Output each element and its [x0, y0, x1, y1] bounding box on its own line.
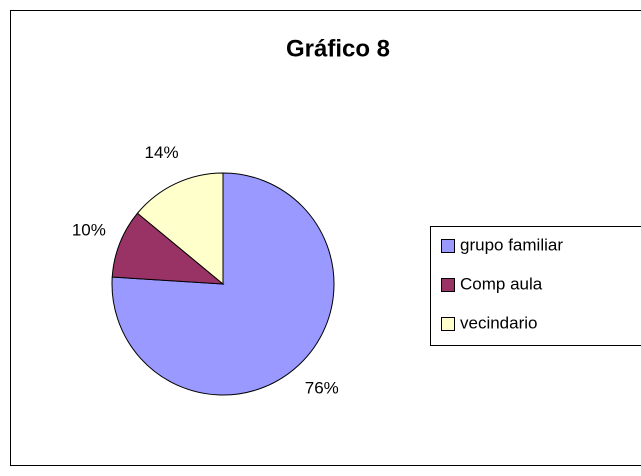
legend-swatch: [441, 317, 455, 331]
legend-label: Comp aula: [460, 274, 543, 293]
legend-swatch: [441, 239, 455, 253]
data-label: 10%: [72, 220, 106, 239]
legend-swatch: [441, 278, 455, 292]
legend-box: [430, 226, 641, 346]
data-label: 76%: [305, 379, 339, 398]
legend-label: vecindario: [460, 313, 538, 332]
pie-slice: [136, 172, 224, 286]
legend-label: grupo familiar: [460, 235, 563, 254]
data-label: 14%: [145, 143, 179, 162]
chart-title: Gráfico 8: [286, 35, 390, 62]
